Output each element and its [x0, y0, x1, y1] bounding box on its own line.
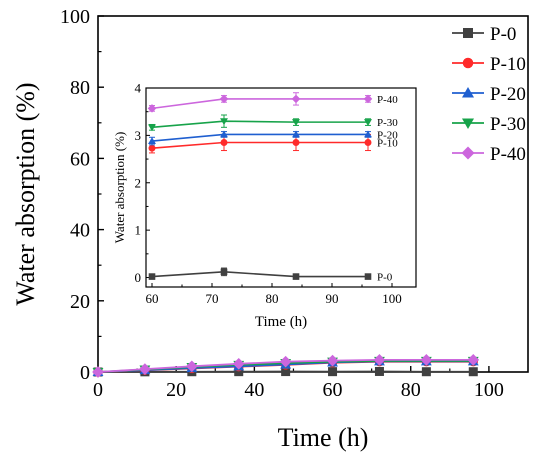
legend-label-P-10: P-10 — [490, 54, 526, 75]
inset-plot-frame — [145, 87, 417, 288]
inset-plot: 60 70 80 90 100 0 1 2 3 4 Time (h) Water absorption… — [112, 81, 417, 330]
main-x-tick-label: 40 — [244, 379, 264, 401]
inset-data-point — [220, 118, 228, 126]
inset-y-tick-label: 3 — [135, 128, 142, 143]
main-y-tick-label: 40 — [70, 220, 90, 242]
main-x-tick-label: 100 — [474, 379, 504, 401]
inset-series-line-P-40 — [151, 98, 368, 110]
main-y-tick-label: 60 — [70, 148, 90, 170]
main-x-axis-label: Time (h) — [278, 423, 369, 452]
inset-x-tick-label: 90 — [326, 291, 339, 306]
main-y-tick-label: 20 — [70, 291, 90, 313]
legend-marker-P-0 — [463, 28, 473, 38]
main-y-tick-label: 0 — [80, 362, 90, 384]
legend-label-P-40: P-40 — [490, 144, 526, 165]
inset-data-point — [364, 273, 372, 280]
inset-x-tick-label: 80 — [266, 291, 279, 306]
main-data-point — [374, 366, 384, 376]
main-x-tick-label: 0 — [93, 379, 103, 401]
inset-y-tick-label: 0 — [135, 270, 142, 285]
legend-label-P-30: P-30 — [490, 114, 526, 135]
main-data-point — [232, 357, 245, 370]
inset-series-line-P-10 — [151, 141, 368, 149]
inset-data-point — [147, 104, 157, 113]
main-data-point — [421, 367, 431, 377]
main-x-tick-label: 20 — [166, 379, 186, 401]
inset-data-point — [292, 119, 300, 127]
inset-data-point — [364, 139, 372, 146]
main-data-point — [468, 367, 478, 377]
legend-marker-P-20 — [462, 87, 474, 98]
inset-data-point — [220, 268, 228, 276]
inset-data-point — [292, 130, 300, 138]
main-data-point — [328, 367, 338, 377]
legend-label-P-20: P-20 — [490, 84, 526, 105]
main-x-tick-label: 80 — [401, 379, 421, 401]
inset-y-tick-label: 1 — [135, 223, 142, 238]
main-y-axis-label: Water absorption (%) — [11, 82, 40, 305]
inset-series-label-P-30: P-30 — [377, 117, 398, 129]
inset-y-tick-label: 2 — [135, 175, 142, 190]
inset-data-point — [291, 94, 301, 104]
inset-series-label-P-20: P-20 — [377, 129, 398, 141]
main-data-point — [279, 355, 292, 368]
inset-x-tick-label: 100 — [382, 291, 402, 306]
legend-marker-P-30 — [462, 118, 474, 129]
main-y-tick-label: 100 — [60, 6, 90, 28]
main-data-point — [467, 354, 480, 366]
inset-y-axis-label: Water absorption (%) — [112, 132, 127, 244]
main-data-point — [185, 360, 198, 373]
inset-y-tick-label: 4 — [135, 81, 142, 96]
inset-series-line-P-20 — [151, 133, 368, 142]
inset-data-point — [363, 94, 373, 104]
main-data-point — [139, 363, 151, 376]
inset-series-line-P-30 — [151, 120, 368, 129]
inset-data-point — [148, 273, 156, 280]
inset-x-axis-label: Time (h) — [255, 314, 307, 330]
main-data-point — [420, 354, 433, 366]
main-x-tick-label: 60 — [323, 379, 343, 401]
main-y-tick-label: 80 — [70, 77, 90, 99]
main-data-point — [234, 367, 244, 377]
inset-data-point — [219, 94, 229, 104]
inset-data-point — [364, 119, 372, 127]
inset-x-tick-label: 70 — [206, 291, 219, 306]
legend-label-P-0: P-0 — [490, 24, 516, 45]
inset-data-point — [220, 139, 228, 146]
main-data-point — [326, 354, 339, 367]
inset-data-point — [364, 130, 372, 138]
inset-data-point — [292, 273, 300, 280]
inset-x-tick-label: 60 — [146, 291, 159, 306]
main-data-point — [281, 367, 291, 377]
inset-data-point — [148, 144, 156, 152]
inset-data-point — [292, 139, 300, 146]
main-data-point — [373, 354, 386, 366]
legend-marker-P-10 — [462, 57, 474, 69]
legend-marker-P-40 — [461, 146, 475, 160]
inset-data-point — [148, 137, 156, 145]
main-data-point — [92, 366, 104, 378]
inset-series-line-P-0 — [151, 271, 368, 278]
inset-series-label-P-0: P-0 — [377, 272, 393, 284]
inset-series-label-P-10: P-10 — [377, 137, 398, 149]
inset-data-point — [148, 124, 156, 132]
inset-data-point — [220, 130, 228, 138]
inset-series-label-P-40: P-40 — [377, 94, 398, 106]
